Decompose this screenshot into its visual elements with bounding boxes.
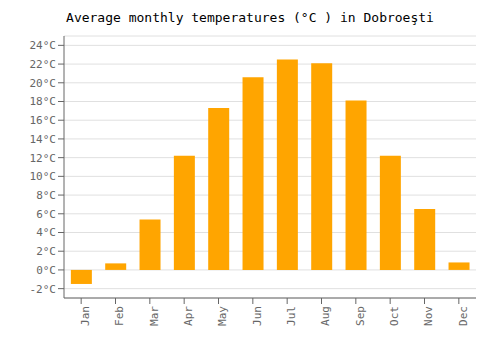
- svg-text:0°C: 0°C: [36, 264, 56, 277]
- svg-text:Jan: Jan: [79, 306, 92, 326]
- svg-text:Mar: Mar: [148, 306, 161, 326]
- svg-text:10°C: 10°C: [30, 170, 57, 183]
- html-text:Average monthly temperatures (: Average monthly temperatures (°C ) in Do…: [66, 10, 434, 25]
- svg-text:2°C: 2°C: [36, 245, 56, 258]
- svg-text:4°C: 4°C: [36, 226, 56, 239]
- svg-text:8°C: 8°C: [36, 189, 56, 202]
- svg-text:24°C: 24°C: [30, 39, 57, 52]
- svg-text:Apr: Apr: [182, 306, 195, 326]
- svg-text:Sep: Sep: [354, 306, 367, 326]
- svg-text:Oct: Oct: [388, 306, 401, 326]
- svg-text:18°C: 18°C: [30, 95, 57, 108]
- svg-text:12°C: 12°C: [30, 152, 57, 165]
- svg-text:Jul: Jul: [285, 306, 298, 326]
- svg-text:14°C: 14°C: [30, 133, 57, 146]
- svg-text:May: May: [216, 306, 229, 326]
- svg-text:22°C: 22°C: [30, 58, 57, 71]
- svg-text:Nov: Nov: [422, 306, 435, 326]
- svg-text:Dec: Dec: [457, 306, 470, 326]
- svg-text:Aug: Aug: [319, 306, 332, 326]
- svg-text:16°C: 16°C: [30, 114, 57, 127]
- svg-text:20°C: 20°C: [30, 77, 57, 90]
- svg-text:-2°C: -2°C: [30, 283, 57, 296]
- svg-text:Feb: Feb: [113, 306, 126, 326]
- svg-text:6°C: 6°C: [36, 208, 56, 221]
- svg-text:Jun: Jun: [251, 306, 264, 326]
